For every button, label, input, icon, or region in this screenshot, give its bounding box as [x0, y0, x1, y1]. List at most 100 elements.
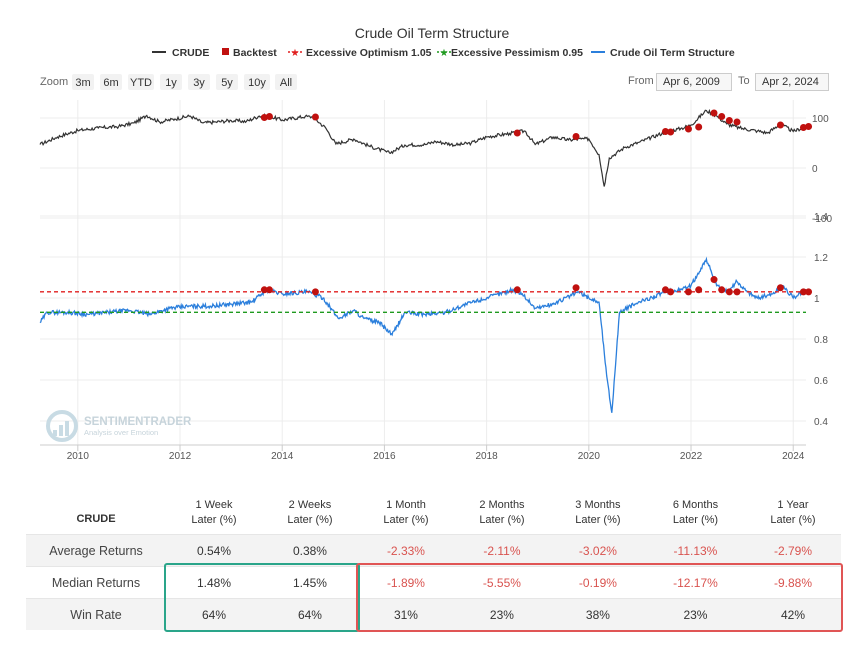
- col-header-1m: 1 Month Later (%): [383, 499, 429, 526]
- to-label: To: [738, 75, 750, 87]
- zoom-button-label[interactable]: 6m: [103, 77, 118, 89]
- stats-cell: -11.13%: [645, 534, 745, 567]
- x-tick-label: 2010: [67, 451, 90, 462]
- zoom-button-label[interactable]: All: [280, 77, 292, 89]
- stats-cell: 0.54%: [166, 534, 262, 567]
- backtest-marker-upper: [805, 123, 813, 130]
- backtest-marker-upper: [733, 118, 741, 126]
- stats-row: Median Returns 1.48% 1.45% -1.89% -5.55% -0.1…: [26, 566, 841, 599]
- stats-cell: -2.33%: [357, 534, 454, 567]
- watermark-name: SENTIMENTRADER: [84, 416, 192, 428]
- backtest-marker-lower: [695, 286, 703, 294]
- backtest-marker-lower: [667, 288, 675, 296]
- backtest-marker-upper: [667, 128, 675, 136]
- backtest-marker-lower: [799, 288, 807, 296]
- zoom-button-label[interactable]: 5y: [221, 77, 233, 89]
- backtest-marker-lower: [311, 288, 319, 296]
- legend-item-label: Excessive Optimism 1.05: [306, 47, 432, 59]
- stats-cell: -5.55%: [453, 566, 550, 599]
- negative-highlight-box: [355, 562, 843, 632]
- legend-star-icon: ★: [440, 48, 449, 59]
- x-tick-label: 2014: [271, 451, 294, 462]
- col-header-2w: 2 Weeks Later (%): [287, 499, 333, 526]
- legend-item-label: CRUDE: [172, 47, 209, 59]
- stats-cell: 64%: [166, 598, 262, 630]
- lower-y-tick-label: 0.8: [814, 335, 828, 346]
- stats-row: Win Rate 64% 64% 31% 23% 38% 23% 42%: [26, 598, 841, 630]
- backtest-marker-lower: [684, 288, 692, 296]
- chart-area: Crude Oil Term Structure CRUDE Backtest ★ Ex…: [39, 25, 832, 462]
- zoom-button-label[interactable]: 10y: [248, 77, 266, 89]
- x-tick-label: 2012: [169, 451, 192, 462]
- legend-star-icon: ★: [291, 48, 300, 59]
- zoom-label: Zoom: [40, 76, 68, 88]
- stats-row-label: Win Rate: [26, 598, 166, 630]
- x-tick-label: 2024: [782, 451, 805, 462]
- stats-cell: -2.79%: [744, 534, 841, 567]
- stats-row-label: Median Returns: [26, 566, 166, 599]
- stats-cell: -0.19%: [549, 566, 646, 599]
- chart-title: Crude Oil Term Structure: [355, 25, 510, 41]
- stats-cell: 31%: [357, 598, 454, 630]
- stats-cell: 1.48%: [166, 566, 262, 599]
- zoom-button-label[interactable]: 3y: [193, 77, 205, 89]
- zoom-button-all[interactable]: [275, 74, 297, 90]
- positive-highlight-box: [164, 562, 360, 632]
- lower-y-tick-label: 1: [814, 294, 820, 305]
- backtest-marker-upper: [265, 113, 273, 120]
- lower-y-tick-label: 0.4: [814, 417, 828, 428]
- col-header-2m: 2 Months Later (%): [479, 499, 525, 526]
- zoom-button-ytd[interactable]: [128, 74, 154, 90]
- backtest-marker-lower: [265, 286, 273, 294]
- lower-y-tick-label: 1.2: [814, 253, 828, 264]
- backtest-marker-upper: [572, 133, 580, 140]
- legend-square-icon: [222, 48, 229, 55]
- col-header-3m: 3 Months Later (%): [575, 499, 621, 526]
- backtest-marker-lower: [725, 288, 733, 296]
- backtest-marker-upper: [684, 125, 692, 133]
- from-label: From: [628, 75, 654, 87]
- legend-item-label: Backtest: [233, 47, 277, 59]
- lower-y-tick-label: 0.6: [814, 376, 828, 387]
- crude-price-line: [39, 108, 807, 187]
- legend-item-label: Crude Oil Term Structure: [610, 47, 735, 59]
- stats-cell: 38%: [549, 598, 646, 630]
- watermark-tagline: Analysis over Emotion: [84, 428, 158, 437]
- backtest-marker-upper: [513, 129, 521, 137]
- zoom-button-label[interactable]: YTD: [130, 77, 152, 89]
- legend-item-label: Excessive Pessimism 0.95: [451, 47, 583, 59]
- backtest-marker-lower: [710, 276, 718, 284]
- backtest-marker-lower: [572, 284, 580, 292]
- backtest-marker-lower: [805, 288, 813, 296]
- zoom-button-5y[interactable]: [216, 74, 238, 90]
- zoom-button-label[interactable]: 3m: [75, 77, 90, 89]
- col-header-1y: 1 Year Later (%): [770, 499, 816, 526]
- col-header-6m: 6 Months Later (%): [672, 499, 719, 526]
- watermark-logo: [46, 410, 78, 442]
- stats-row-header: CRUDE: [76, 513, 116, 525]
- backtest-marker-upper: [776, 121, 784, 129]
- backtest-marker-upper: [718, 113, 726, 120]
- to-date-input[interactable]: Apr 2, 2024: [755, 73, 829, 91]
- from-date-input[interactable]: Apr 6, 2009: [656, 73, 732, 91]
- zoom-button-label[interactable]: 1y: [165, 77, 177, 89]
- stats-cell: -12.17%: [645, 566, 745, 599]
- backtest-marker-lower: [776, 284, 784, 292]
- stats-cell: 42%: [744, 598, 841, 630]
- stats-cell: -9.88%: [744, 566, 841, 599]
- x-tick-label: 2018: [475, 451, 498, 462]
- stats-cell: 0.38%: [261, 534, 358, 567]
- backtest-marker-lower: [513, 286, 521, 294]
- zoom-button-10y[interactable]: [244, 74, 270, 90]
- x-tick-label: 2016: [373, 451, 396, 462]
- zoom-button-6m[interactable]: [100, 74, 122, 90]
- backtest-marker-lower: [718, 286, 726, 294]
- zoom-button-1y[interactable]: [160, 74, 182, 90]
- backtest-marker-lower: [260, 286, 268, 294]
- zoom-button-3y[interactable]: [188, 74, 210, 90]
- col-header-1w: 1 Week Later (%): [191, 499, 237, 526]
- zoom-button-3m[interactable]: [72, 74, 94, 90]
- backtest-marker-upper: [695, 123, 703, 131]
- stats-cell: 23%: [453, 598, 550, 630]
